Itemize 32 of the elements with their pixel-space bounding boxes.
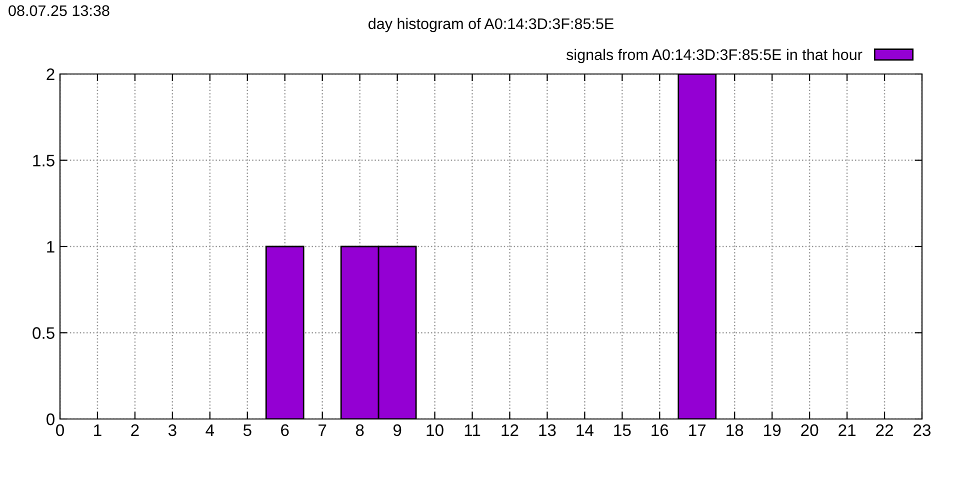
y-tick-label: 1.5 — [33, 154, 54, 166]
x-tick-label: 17 — [689, 424, 706, 436]
x-tick-label: 18 — [726, 424, 744, 436]
x-tick-label: 22 — [876, 424, 893, 436]
x-tick-label: 15 — [614, 424, 631, 436]
x-tick-label: 13 — [539, 424, 556, 436]
x-tick-label: 6 — [281, 424, 289, 436]
x-tick-label: 7 — [318, 424, 326, 436]
text: 08.07.25 13:38 — [8, 5, 110, 16]
x-tick-label: 23 — [914, 424, 931, 436]
legend-label: signals from A0:14:3D:3F:85:5E in that hour — [566, 48, 862, 64]
x-tick-label: 21 — [838, 424, 856, 436]
x-tick-label: 20 — [801, 424, 818, 436]
x-tick-label: 19 — [764, 424, 781, 436]
y-tick-label: 2 — [46, 68, 54, 80]
x-tick-label: 1 — [94, 424, 102, 436]
x-tick-label: 10 — [426, 424, 444, 436]
y-tick-label: 0.5 — [32, 327, 54, 339]
x-tick-label: 8 — [356, 424, 364, 436]
x-tick-label: 11 — [464, 424, 480, 436]
y-tick-label: 0 — [46, 413, 54, 426]
chart-title: day histogram of A0:14:3D:3F:85:5E — [368, 18, 614, 32]
x-tick-label: 12 — [502, 424, 518, 436]
x-tick-label: 16 — [652, 424, 668, 436]
x-tick-label: 0 — [56, 424, 64, 436]
x-tick-label: 4 — [206, 424, 214, 436]
x-tick-label: 3 — [168, 424, 176, 436]
x-tick-label: 5 — [243, 424, 252, 436]
x-tick-label: 14 — [576, 424, 594, 436]
x-tick-label: 9 — [393, 424, 402, 436]
y-tick-label: 1 — [47, 241, 54, 253]
x-tick-label: 2 — [131, 424, 139, 436]
